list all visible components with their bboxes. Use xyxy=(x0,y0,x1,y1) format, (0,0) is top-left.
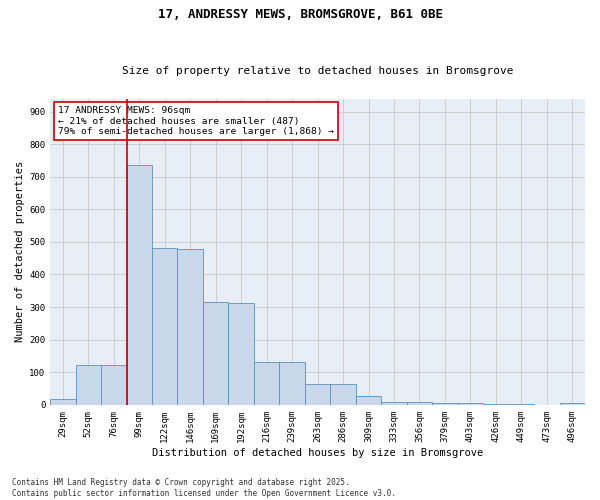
Bar xyxy=(381,402,407,405)
Text: 17, ANDRESSY MEWS, BROMSGROVE, B61 0BE: 17, ANDRESSY MEWS, BROMSGROVE, B61 0BE xyxy=(157,8,443,20)
Bar xyxy=(203,302,229,405)
Text: 17 ANDRESSY MEWS: 96sqm
← 21% of detached houses are smaller (487)
79% of semi-d: 17 ANDRESSY MEWS: 96sqm ← 21% of detache… xyxy=(58,106,334,136)
Bar xyxy=(305,384,331,405)
Bar xyxy=(331,384,356,405)
Bar xyxy=(178,249,203,405)
Bar xyxy=(50,399,76,405)
Bar xyxy=(432,402,458,405)
Bar xyxy=(76,365,101,405)
Bar xyxy=(229,303,254,405)
Bar xyxy=(458,402,483,405)
Bar xyxy=(356,396,381,405)
Bar xyxy=(254,362,280,405)
Y-axis label: Number of detached properties: Number of detached properties xyxy=(15,161,25,342)
Bar xyxy=(280,362,305,405)
Bar xyxy=(152,248,178,405)
Bar xyxy=(127,166,152,405)
Bar xyxy=(483,404,509,405)
Title: Size of property relative to detached houses in Bromsgrove: Size of property relative to detached ho… xyxy=(122,66,514,76)
Bar xyxy=(101,365,127,405)
Text: Contains HM Land Registry data © Crown copyright and database right 2025.
Contai: Contains HM Land Registry data © Crown c… xyxy=(12,478,396,498)
Bar xyxy=(407,402,432,405)
Bar xyxy=(509,404,534,405)
Bar xyxy=(560,403,585,405)
X-axis label: Distribution of detached houses by size in Bromsgrove: Distribution of detached houses by size … xyxy=(152,448,483,458)
